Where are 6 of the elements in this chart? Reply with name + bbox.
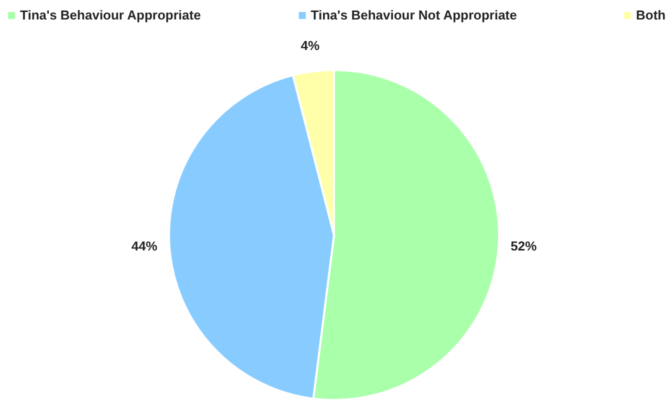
- data-label: 52%: [510, 238, 538, 254]
- data-label: 4%: [300, 38, 320, 53]
- data-label: 44%: [131, 238, 158, 254]
- legend-label: Tina's Behaviour Not Appropriate: [310, 7, 517, 22]
- legend-label: Tina's Behaviour Appropriate: [20, 7, 201, 22]
- legend-label: Both: [636, 7, 666, 22]
